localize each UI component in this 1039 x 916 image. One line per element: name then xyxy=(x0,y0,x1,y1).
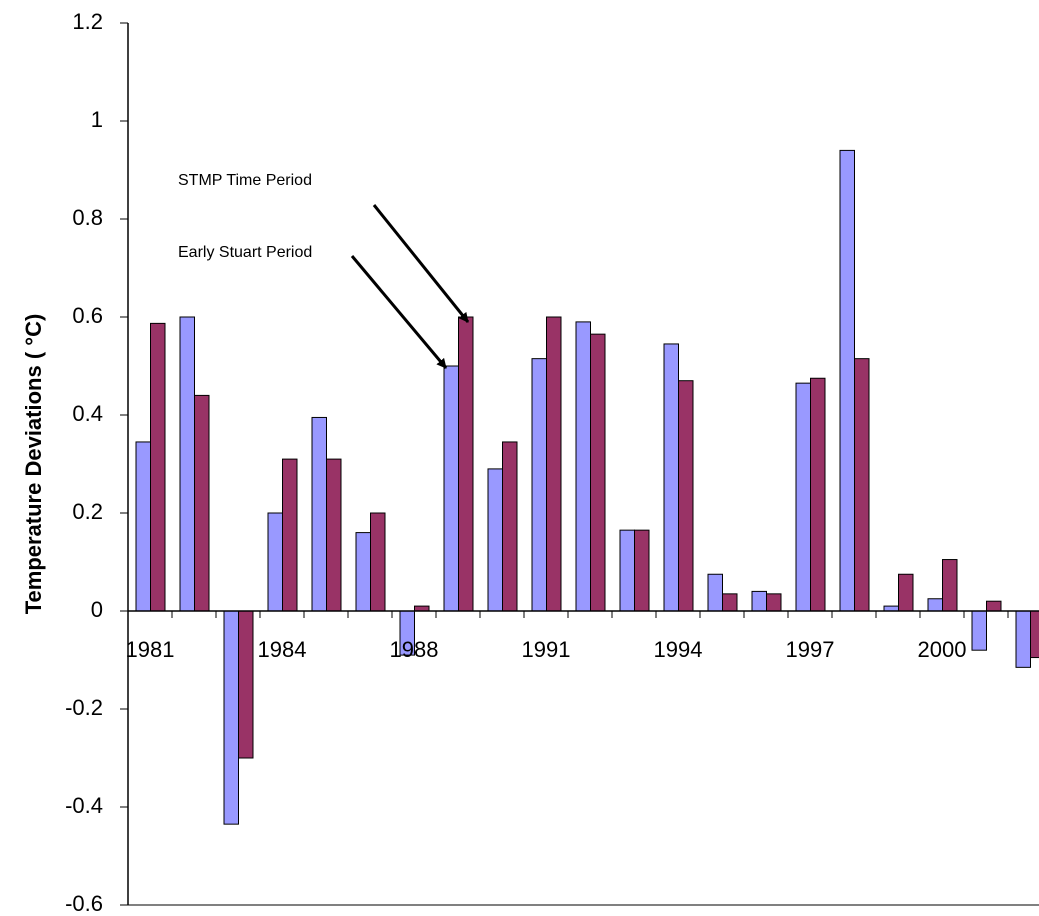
bar xyxy=(458,316,474,612)
bar xyxy=(942,559,958,612)
bar xyxy=(1030,610,1039,659)
bar xyxy=(179,316,195,612)
bar xyxy=(311,416,327,612)
bar xyxy=(971,610,987,651)
bar xyxy=(854,358,870,612)
bar xyxy=(678,380,694,612)
annotation: STMP Time Period xyxy=(178,172,312,189)
bar xyxy=(707,573,723,612)
bar xyxy=(487,468,503,612)
bar xyxy=(619,529,635,612)
arrow xyxy=(372,204,470,323)
bar xyxy=(575,321,591,612)
bar xyxy=(766,593,782,612)
y-tick-label: 0.6 xyxy=(72,303,103,328)
bar xyxy=(751,590,767,612)
bar xyxy=(135,441,151,612)
bar xyxy=(355,532,371,612)
x-tick-label: 1981 xyxy=(126,637,175,662)
plot-area: -0.6 -0.4 -0.2 0 0.2 0.4 0.6 0.8 1 1.2 1981 1984 198… xyxy=(65,9,1039,916)
bar xyxy=(927,598,943,612)
x-tick-label: 1997 xyxy=(786,637,835,662)
bar xyxy=(502,441,518,612)
y-tick-label: -0.2 xyxy=(65,695,103,720)
bar xyxy=(898,573,914,612)
y-tick-label: 0.8 xyxy=(72,205,103,230)
bar xyxy=(223,610,239,825)
bar xyxy=(722,593,738,612)
bar xyxy=(370,512,386,612)
bar xyxy=(1015,610,1031,668)
bar xyxy=(150,322,166,612)
y-tick-label: 1 xyxy=(91,107,103,132)
bar xyxy=(267,512,283,612)
arrow xyxy=(350,255,448,369)
bar xyxy=(443,365,459,612)
bar xyxy=(238,610,254,759)
x-tick-label: 1991 xyxy=(522,637,571,662)
bar xyxy=(326,458,342,612)
bar xyxy=(810,377,826,612)
y-tick-label: 0.2 xyxy=(72,499,103,524)
bar xyxy=(194,394,210,612)
bar xyxy=(531,358,547,612)
bar xyxy=(282,458,298,612)
bar xyxy=(663,343,679,612)
x-tick-label: 2000 xyxy=(918,637,967,662)
bar xyxy=(546,316,562,612)
x-tick-label: 1994 xyxy=(654,637,703,662)
bar xyxy=(795,382,811,612)
y-tick-label: -0.4 xyxy=(65,793,103,818)
y-tick-label: 0.4 xyxy=(72,401,103,426)
bar xyxy=(590,333,606,612)
x-tick-label: 1988 xyxy=(390,637,439,662)
y-tick-label: 1.2 xyxy=(72,9,103,34)
x-tick-label: 1984 xyxy=(258,637,307,662)
y-axis-title: Temperature Deviations ( °C) xyxy=(21,314,46,615)
bar xyxy=(634,529,650,612)
y-tick-label: 0 xyxy=(91,597,103,622)
bar xyxy=(839,149,855,612)
bar xyxy=(986,600,1002,612)
y-tick-label: -0.6 xyxy=(65,891,103,916)
annotation: Early Stuart Period xyxy=(178,244,312,261)
